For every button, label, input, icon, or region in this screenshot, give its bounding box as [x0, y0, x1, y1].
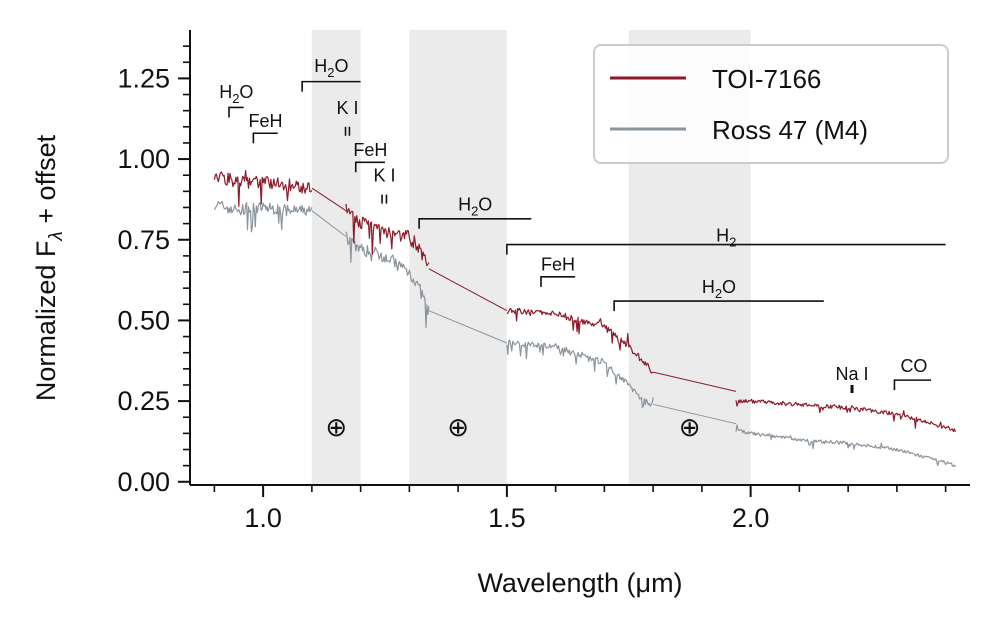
feature-bracket-1: [252, 132, 278, 144]
series-segment-6: [735, 424, 956, 468]
feature-label-0: H2O: [219, 82, 253, 106]
telluric-symbol-2: ⊕: [679, 413, 701, 443]
feature-label-tail: O: [334, 56, 348, 76]
feature-label-8: FeH: [541, 254, 575, 274]
y-tick-label-4: 1.00: [117, 144, 170, 174]
series-segment-1: [311, 187, 347, 212]
series-segment-5: [652, 371, 737, 392]
feature-bracket-2: [301, 80, 361, 92]
legend: TOI-7166 Ross 47 (M4): [593, 44, 949, 164]
feature-bracket-6: [418, 217, 532, 229]
feature-label-6: H2O: [458, 195, 492, 219]
legend-label-toi-7166: TOI-7166: [712, 64, 821, 94]
x-axis-title: Wavelength (μm): [477, 568, 682, 598]
series-segment-1: [311, 210, 347, 237]
y-tick-label-1: 0.25: [117, 386, 170, 416]
y-tick-label-0: 0.00: [117, 467, 170, 497]
feature-label-main: FeH: [353, 140, 387, 160]
feature-10: Na I: [836, 364, 869, 394]
feature-7: H2: [506, 225, 946, 255]
telluric-symbols: ⊕ ⊕ ⊕: [325, 413, 700, 443]
legend-box: [593, 44, 949, 164]
feature-bracket-9: [613, 300, 824, 312]
feature-11: CO: [893, 356, 931, 391]
feature-label-sub: 2: [729, 234, 736, 249]
series-segment-4: [506, 307, 654, 374]
feature-label-main: H: [458, 195, 471, 215]
feature-2: H2O: [301, 56, 361, 92]
feature-bracket-8: [540, 276, 576, 287]
feature-label-main: K I: [336, 98, 358, 118]
feature-label-sub: 2: [327, 65, 334, 80]
feature-label-3: K I: [336, 98, 358, 118]
x-tick-label-0: 1.0: [244, 503, 282, 533]
feature-label-main: H: [702, 277, 715, 297]
feature-label-9: H2O: [702, 277, 736, 301]
y-axis-title: Normalized Fλ + offset: [31, 134, 67, 401]
feature-label-sub: 2: [715, 286, 722, 301]
feature-bracket-4: [354, 161, 385, 173]
y-tick-label-5: 1.25: [117, 63, 170, 93]
x-tick-label-2: 2.0: [732, 503, 770, 533]
feature-label-11: CO: [900, 356, 927, 376]
feature-label-4: FeH: [353, 140, 387, 160]
telluric-symbol-0: ⊕: [325, 413, 347, 443]
y-axis-title-sub: λ: [46, 231, 67, 241]
feature-1: FeH: [249, 111, 283, 144]
axes: 1.0 1.5 2.0 0.00 0.25 0.50 0.75 1.00 1.25: [117, 30, 970, 533]
series-segment-3: [428, 268, 508, 312]
series-segment-2: [345, 203, 430, 267]
feature-label-tail: O: [478, 195, 492, 215]
feature-label-1: FeH: [249, 111, 283, 131]
feature-6: H2O: [418, 195, 532, 229]
feature-label-main: H: [314, 56, 327, 76]
telluric-symbol-1: ⊕: [447, 413, 469, 443]
series-segment-3: [428, 310, 508, 344]
series-segment-0: [213, 200, 313, 233]
feature-0: H2O: [219, 82, 253, 118]
feature-4: FeH: [353, 140, 387, 173]
feature-5: K I: [374, 166, 396, 204]
feature-bracket-7: [506, 243, 946, 255]
feature-label-main: H: [716, 225, 729, 245]
telluric-band-0: [311, 30, 361, 485]
series-segment-5: [652, 403, 737, 425]
series-segment-2: [345, 231, 430, 328]
x-tick-label-1: 1.5: [488, 503, 526, 533]
y-axis-title-suffix: + offset: [31, 134, 61, 231]
feature-label-main: FeH: [249, 111, 283, 131]
feature-label-main: K I: [374, 166, 396, 186]
feature-label-10: Na I: [836, 364, 869, 384]
series-segment-6: [735, 398, 956, 433]
feature-label-main: Na I: [836, 364, 869, 384]
spectra-series: [213, 169, 956, 468]
series-toi-7166: [213, 169, 956, 433]
feature-label-main: FeH: [541, 254, 575, 274]
feature-label-sub: 2: [471, 204, 478, 219]
y-tick-label-2: 0.50: [117, 305, 170, 335]
feature-9: H2O: [613, 277, 824, 312]
feature-label-5: K I: [374, 166, 396, 186]
feature-8: FeH: [540, 254, 576, 287]
feature-label-tail: O: [722, 277, 736, 297]
series-segment-4: [506, 339, 654, 409]
feature-bracket-0: [228, 106, 244, 118]
feature-label-2: H2O: [314, 56, 348, 80]
feature-label-main: CO: [900, 356, 927, 376]
feature-label-main: H: [219, 82, 232, 102]
y-tick-label-3: 0.75: [117, 225, 170, 255]
legend-label-ross-47: Ross 47 (M4): [712, 115, 868, 145]
feature-bracket-11: [893, 379, 931, 391]
feature-label-7: H2: [716, 225, 736, 249]
feature-label-sub: 2: [232, 91, 239, 106]
y-axis-title-main: Normalized F: [31, 241, 61, 402]
feature-label-tail: O: [239, 82, 253, 102]
feature-3: K I: [336, 98, 358, 136]
series-segment-0: [213, 169, 313, 207]
series-ross-47-m4-: [213, 200, 956, 468]
